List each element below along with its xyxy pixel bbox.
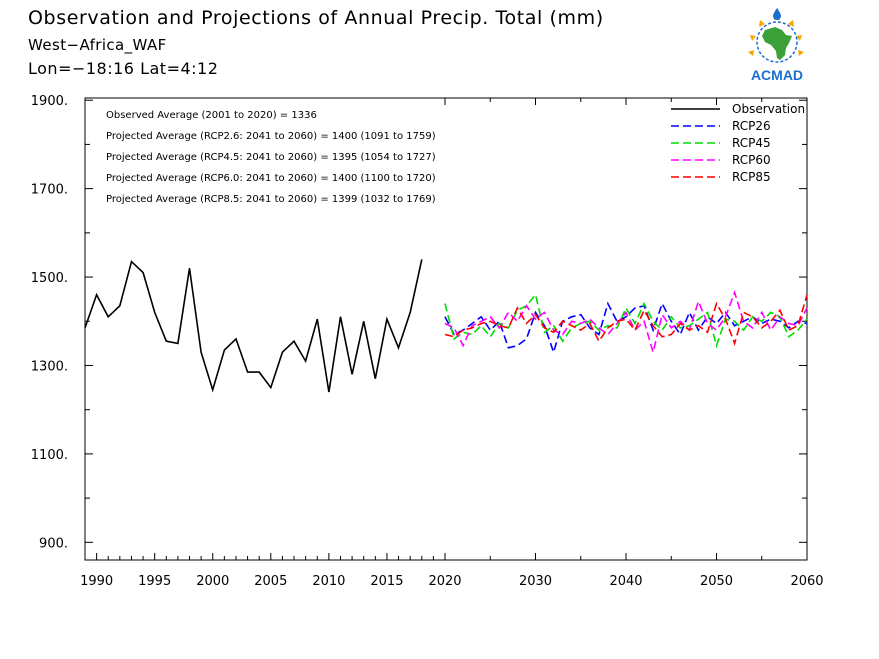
- series-line-rcp85: [444, 294, 808, 346]
- x-tick-label: 2040: [609, 574, 642, 589]
- y-tick-label: 1100.: [31, 448, 68, 463]
- x-tick-label: 2010: [312, 574, 345, 589]
- y-axis-tick-labels: 900. 1100. 1300. 1500. 1700. 1900.: [31, 94, 68, 551]
- africa-map-icon: [762, 27, 792, 60]
- y-tick-label: 1900.: [31, 94, 68, 109]
- x-tick-label: 2050: [700, 574, 733, 589]
- series-lines: [84, 259, 808, 393]
- annotation-text: Projected Average (RCP8.5: 2041 to 2060)…: [106, 194, 436, 205]
- legend-label: RCP60: [732, 153, 771, 167]
- legend: Observation RCP26 RCP45 RCP60 RCP85: [671, 102, 805, 184]
- chart-title: Observation and Projections of Annual Pr…: [28, 7, 604, 29]
- series-line-rcp26: [444, 301, 808, 355]
- axis-ticks: [85, 98, 808, 560]
- series-line-rcp45: [444, 292, 808, 349]
- series-line-observation: [84, 259, 423, 393]
- y-tick-label: 1700.: [31, 183, 68, 198]
- y-tick-label: 900.: [39, 536, 68, 551]
- legend-label: RCP45: [732, 136, 771, 150]
- raindrop-icon: [773, 8, 781, 20]
- series-line-rcp60: [444, 290, 808, 356]
- x-tick-label: 2030: [519, 574, 552, 589]
- logo-text: ACMAD: [751, 67, 803, 83]
- acmad-logo: ACMAD: [748, 8, 804, 83]
- annotation-text: Projected Average (RCP6.0: 2041 to 2060)…: [106, 173, 436, 184]
- x-tick-label: 1995: [138, 574, 171, 589]
- annotation-text: Projected Average (RCP4.5: 2041 to 2060)…: [106, 152, 436, 163]
- annotations: Observed Average (2001 to 2020) = 1336 Pr…: [106, 110, 436, 205]
- y-tick-label: 1300.: [31, 359, 68, 374]
- x-tick-label: 2060: [790, 574, 823, 589]
- x-tick-label: 2000: [196, 574, 229, 589]
- legend-label: RCP85: [732, 170, 771, 184]
- x-tick-label: 2005: [254, 574, 287, 589]
- region-label: West−Africa_WAF: [28, 36, 167, 54]
- x-tick-label: 1990: [80, 574, 113, 589]
- x-tick-label: 2020: [428, 574, 461, 589]
- coordinates-label: Lon=−18:16 Lat=4:12: [28, 59, 219, 78]
- annotation-text: Observed Average (2001 to 2020) = 1336: [106, 110, 317, 121]
- plot-frame: [84, 97, 808, 561]
- x-axis-tick-labels: 1990 1995 2000 2005 2010 2015 2020 2030 2040 2050…: [80, 574, 823, 589]
- annotation-text: Projected Average (RCP2.6: 2041 to 2060)…: [106, 131, 436, 142]
- y-tick-label: 1500.: [31, 271, 68, 286]
- x-tick-label: 2015: [370, 574, 403, 589]
- legend-label: RCP26: [732, 119, 771, 133]
- legend-label: Observation: [732, 102, 805, 116]
